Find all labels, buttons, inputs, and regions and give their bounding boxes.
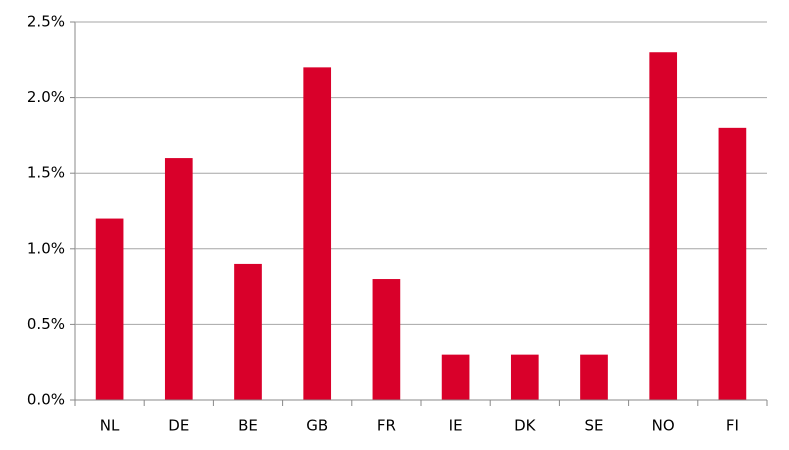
y-tick-label: 0.0% xyxy=(27,391,65,409)
bar xyxy=(580,354,608,400)
x-tick-label: SE xyxy=(585,417,604,435)
x-tick-label: IE xyxy=(449,417,463,435)
y-tick-label: 1.0% xyxy=(27,239,65,257)
bar xyxy=(718,127,747,400)
x-tick-label: DK xyxy=(514,417,537,435)
x-tick-label: FR xyxy=(377,417,396,435)
y-tick-label: 0.5% xyxy=(27,315,65,333)
bar xyxy=(95,218,124,400)
bar xyxy=(649,52,678,401)
bar xyxy=(510,354,539,400)
x-tick-label: DE xyxy=(168,417,189,435)
bar xyxy=(164,158,193,400)
bar xyxy=(372,279,401,400)
bar xyxy=(441,354,470,400)
x-tick-label: NO xyxy=(652,417,675,435)
bar xyxy=(303,67,332,401)
x-tick-label: GB xyxy=(306,417,328,435)
x-tick-label: FI xyxy=(726,417,739,435)
x-tick-label: NL xyxy=(100,417,120,435)
y-tick-label: 2.0% xyxy=(27,88,65,106)
x-tick-label: BE xyxy=(238,417,258,435)
bar xyxy=(234,263,262,400)
y-tick-label: 2.5% xyxy=(27,13,65,31)
y-tick-label: 1.5% xyxy=(27,164,65,182)
